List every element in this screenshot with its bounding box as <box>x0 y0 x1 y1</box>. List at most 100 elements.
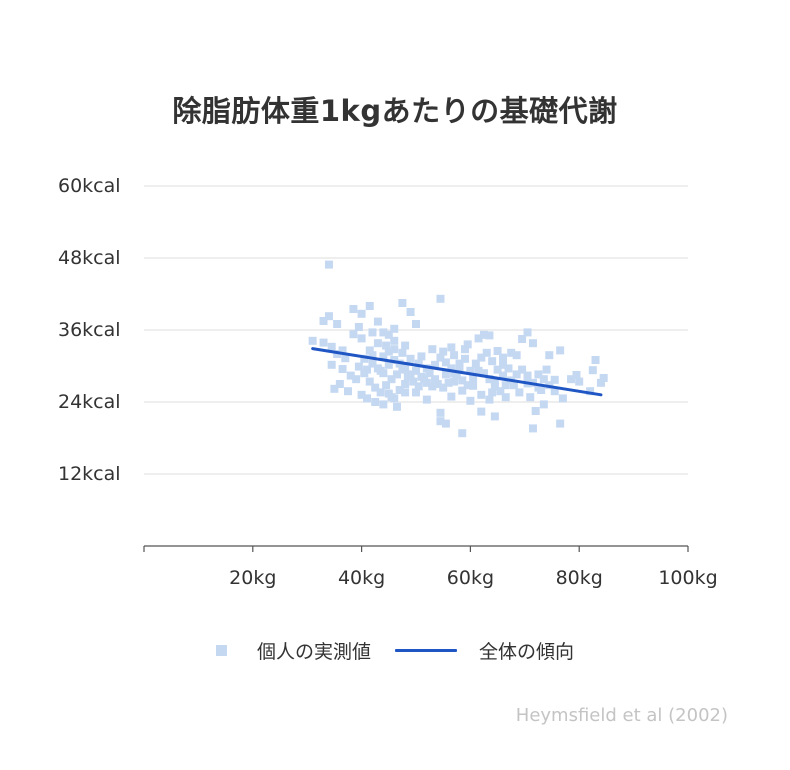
data-point <box>308 336 317 345</box>
data-point <box>488 388 497 397</box>
data-point <box>591 356 600 364</box>
data-point <box>373 317 382 326</box>
data-point <box>344 387 352 396</box>
data-point <box>422 378 431 387</box>
data-point <box>412 320 420 328</box>
data-point <box>507 348 516 357</box>
data-point <box>512 370 521 379</box>
data-point <box>365 377 374 386</box>
data-point <box>365 346 374 355</box>
data-point <box>534 383 543 392</box>
data-point <box>504 364 513 373</box>
data-point <box>376 366 385 375</box>
data-point <box>414 359 423 368</box>
data-point <box>447 364 456 373</box>
data-point <box>550 387 559 396</box>
data-point <box>392 402 401 411</box>
data-point <box>485 331 494 340</box>
data-point <box>390 336 399 345</box>
data-point <box>352 375 361 384</box>
data-point <box>518 335 527 343</box>
x-tick-label: 40kg <box>338 567 385 589</box>
data-point <box>395 386 404 394</box>
data-point <box>436 294 445 303</box>
data-point <box>599 374 608 382</box>
data-point <box>406 370 415 379</box>
y-tick-label: 48kcal <box>58 247 121 269</box>
data-point <box>373 339 382 348</box>
data-point <box>401 364 410 373</box>
data-point <box>368 359 377 368</box>
data-point <box>371 383 380 392</box>
data-point <box>469 381 478 390</box>
data-point <box>371 398 380 406</box>
data-point <box>477 407 486 416</box>
data-point <box>488 357 497 366</box>
trend-line <box>311 347 603 397</box>
data-point <box>466 366 475 375</box>
data-point <box>482 348 491 357</box>
data-point <box>447 392 456 401</box>
legend-square-icon <box>215 644 227 656</box>
data-point <box>509 381 518 390</box>
data-point <box>480 330 488 339</box>
data-point <box>379 328 388 337</box>
data-point <box>480 369 488 378</box>
data-point <box>463 340 472 349</box>
data-point <box>363 365 372 374</box>
x-tick-label: 20kg <box>229 567 276 589</box>
y-tick-label: 12kcal <box>58 463 121 485</box>
data-point <box>471 359 480 368</box>
data-point <box>463 381 472 390</box>
data-point <box>324 312 333 321</box>
data-point <box>428 345 437 354</box>
data-point <box>354 323 363 331</box>
y-tick-label: 60kcal <box>58 175 121 197</box>
data-point <box>341 354 350 363</box>
data-point <box>431 360 440 369</box>
data-point <box>588 366 597 375</box>
legend: 個人の実測値 全体の傾向 <box>0 634 790 666</box>
data-point <box>499 353 508 362</box>
data-point <box>333 320 342 328</box>
trend-line-group <box>311 347 603 397</box>
data-point <box>441 419 450 428</box>
data-point <box>539 400 548 409</box>
data-point <box>401 341 410 350</box>
data-point <box>499 371 508 380</box>
data-point <box>539 375 548 384</box>
data-point <box>382 341 391 350</box>
data-point <box>526 393 535 402</box>
y-axis-labels: 12kcal 24kcal 36kcal 48kcal 60kcal <box>58 175 121 485</box>
data-point <box>338 365 347 373</box>
data-point <box>499 360 508 369</box>
data-point <box>469 374 478 382</box>
x-tick-label: 80kg <box>556 567 603 589</box>
data-point <box>441 370 450 379</box>
data-point <box>523 371 532 380</box>
data-point <box>450 351 459 360</box>
data-point <box>387 375 396 384</box>
data-point <box>368 328 377 337</box>
data-point <box>550 375 559 384</box>
data-point <box>433 380 442 388</box>
data-point <box>501 393 510 402</box>
data-point <box>392 370 401 379</box>
data-point <box>466 396 475 405</box>
data-point <box>409 377 418 386</box>
data-point <box>596 378 605 387</box>
data-point <box>444 378 453 387</box>
data-point <box>417 372 426 381</box>
data-point <box>556 346 565 355</box>
data-point <box>490 412 499 421</box>
data-point <box>558 394 567 403</box>
data-point <box>376 388 385 397</box>
data-point <box>496 387 505 396</box>
data-point <box>575 377 584 386</box>
data-point <box>354 362 363 371</box>
data-point <box>531 407 540 415</box>
data-point <box>357 334 366 343</box>
data-point <box>458 429 467 438</box>
data-point <box>518 365 527 374</box>
data-point <box>412 388 420 397</box>
